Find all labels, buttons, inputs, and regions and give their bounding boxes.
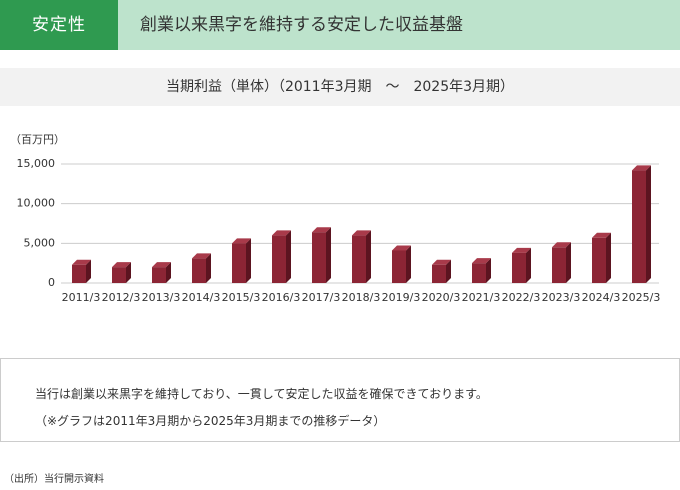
- bar-side: [446, 259, 451, 283]
- x-tick-label: 2024/3: [582, 291, 621, 304]
- x-tick-label: 2019/3: [382, 291, 421, 304]
- bar-side: [486, 258, 491, 283]
- bar-top: [72, 259, 91, 265]
- y-tick-label: 10,000: [17, 197, 56, 210]
- bar: [552, 247, 566, 283]
- bar-side: [286, 230, 291, 283]
- bar-top: [472, 258, 491, 264]
- y-tick-label: 0: [48, 276, 55, 289]
- bar-side: [526, 247, 531, 283]
- x-tick-label: 2020/3: [422, 291, 461, 304]
- note-line: （※グラフは2011年3月期から2025年3月期までの推移データ）: [35, 414, 386, 428]
- bar-top: [112, 262, 131, 268]
- bar: [312, 232, 326, 283]
- bar-top: [312, 227, 331, 233]
- bar-top: [432, 259, 451, 265]
- x-tick-label: 2013/3: [142, 291, 181, 304]
- bar-side: [206, 253, 211, 283]
- bar-top: [552, 242, 571, 248]
- x-tick-label: 2011/3: [62, 291, 101, 304]
- bar-top: [152, 262, 171, 268]
- x-tick-label: 2022/3: [502, 291, 541, 304]
- bar-top: [192, 253, 211, 259]
- x-tick-label: 2017/3: [302, 291, 341, 304]
- bar: [632, 170, 646, 283]
- header-tag: 安定性: [0, 0, 118, 50]
- bar: [112, 267, 126, 283]
- chart: （百万円） 0 5,000 10,000 15,000 2011/3 2012/3 2013…: [10, 133, 661, 304]
- bar: [512, 252, 526, 283]
- note-line: 当行は創業以来黒字を維持しており、一貫して安定した収益を確保できております。: [35, 387, 488, 401]
- bar-side: [126, 262, 131, 283]
- bar: [192, 258, 206, 283]
- bar: [592, 237, 606, 283]
- bar-side: [86, 259, 91, 283]
- x-tick-label: 2015/3: [222, 291, 261, 304]
- bar-side: [246, 238, 251, 283]
- bar-top: [272, 230, 291, 236]
- bar: [152, 267, 166, 283]
- bar-side: [366, 230, 371, 283]
- bar-side: [166, 262, 171, 283]
- bar: [472, 263, 486, 283]
- source: （出所）当行開示資料: [4, 474, 104, 485]
- bar-side: [566, 242, 571, 283]
- y-axis-label: （百万円）: [10, 133, 65, 146]
- bar: [352, 235, 366, 283]
- y-tick-label: 15,000: [17, 157, 56, 170]
- bar: [72, 264, 86, 283]
- chart-title: 当期利益（単体）（2011年3月期 ～ 2025年3月期）: [0, 68, 680, 106]
- bar: [232, 243, 246, 283]
- bar: [272, 235, 286, 283]
- x-tick-label: 2023/3: [542, 291, 581, 304]
- header: 安定性 創業以来黒字を維持する安定した収益基盤: [0, 0, 680, 50]
- bar-top: [632, 165, 651, 171]
- x-tick-label: 2016/3: [262, 291, 301, 304]
- x-tick-label: 2018/3: [342, 291, 381, 304]
- x-tick-label: 2014/3: [182, 291, 221, 304]
- note: 当行は創業以来黒字を維持しており、一貫して安定した収益を確保できております。 （…: [0, 358, 680, 442]
- header-title: 創業以来黒字を維持する安定した収益基盤: [140, 15, 463, 35]
- bar-top: [352, 230, 371, 236]
- x-tick-label: 2012/3: [102, 291, 141, 304]
- bar-top: [512, 247, 531, 253]
- bar-top: [392, 245, 411, 251]
- bar-side: [326, 227, 331, 283]
- y-tick-label: 5,000: [24, 236, 56, 249]
- bar-top: [232, 238, 251, 244]
- bar-side: [646, 165, 651, 283]
- bar-side: [606, 232, 611, 283]
- x-tick-label: 2021/3: [462, 291, 501, 304]
- bar: [432, 264, 446, 283]
- bar: [392, 250, 406, 283]
- bar-side: [406, 245, 411, 283]
- x-tick-label: 2025/3: [622, 291, 661, 304]
- bar-top: [592, 232, 611, 238]
